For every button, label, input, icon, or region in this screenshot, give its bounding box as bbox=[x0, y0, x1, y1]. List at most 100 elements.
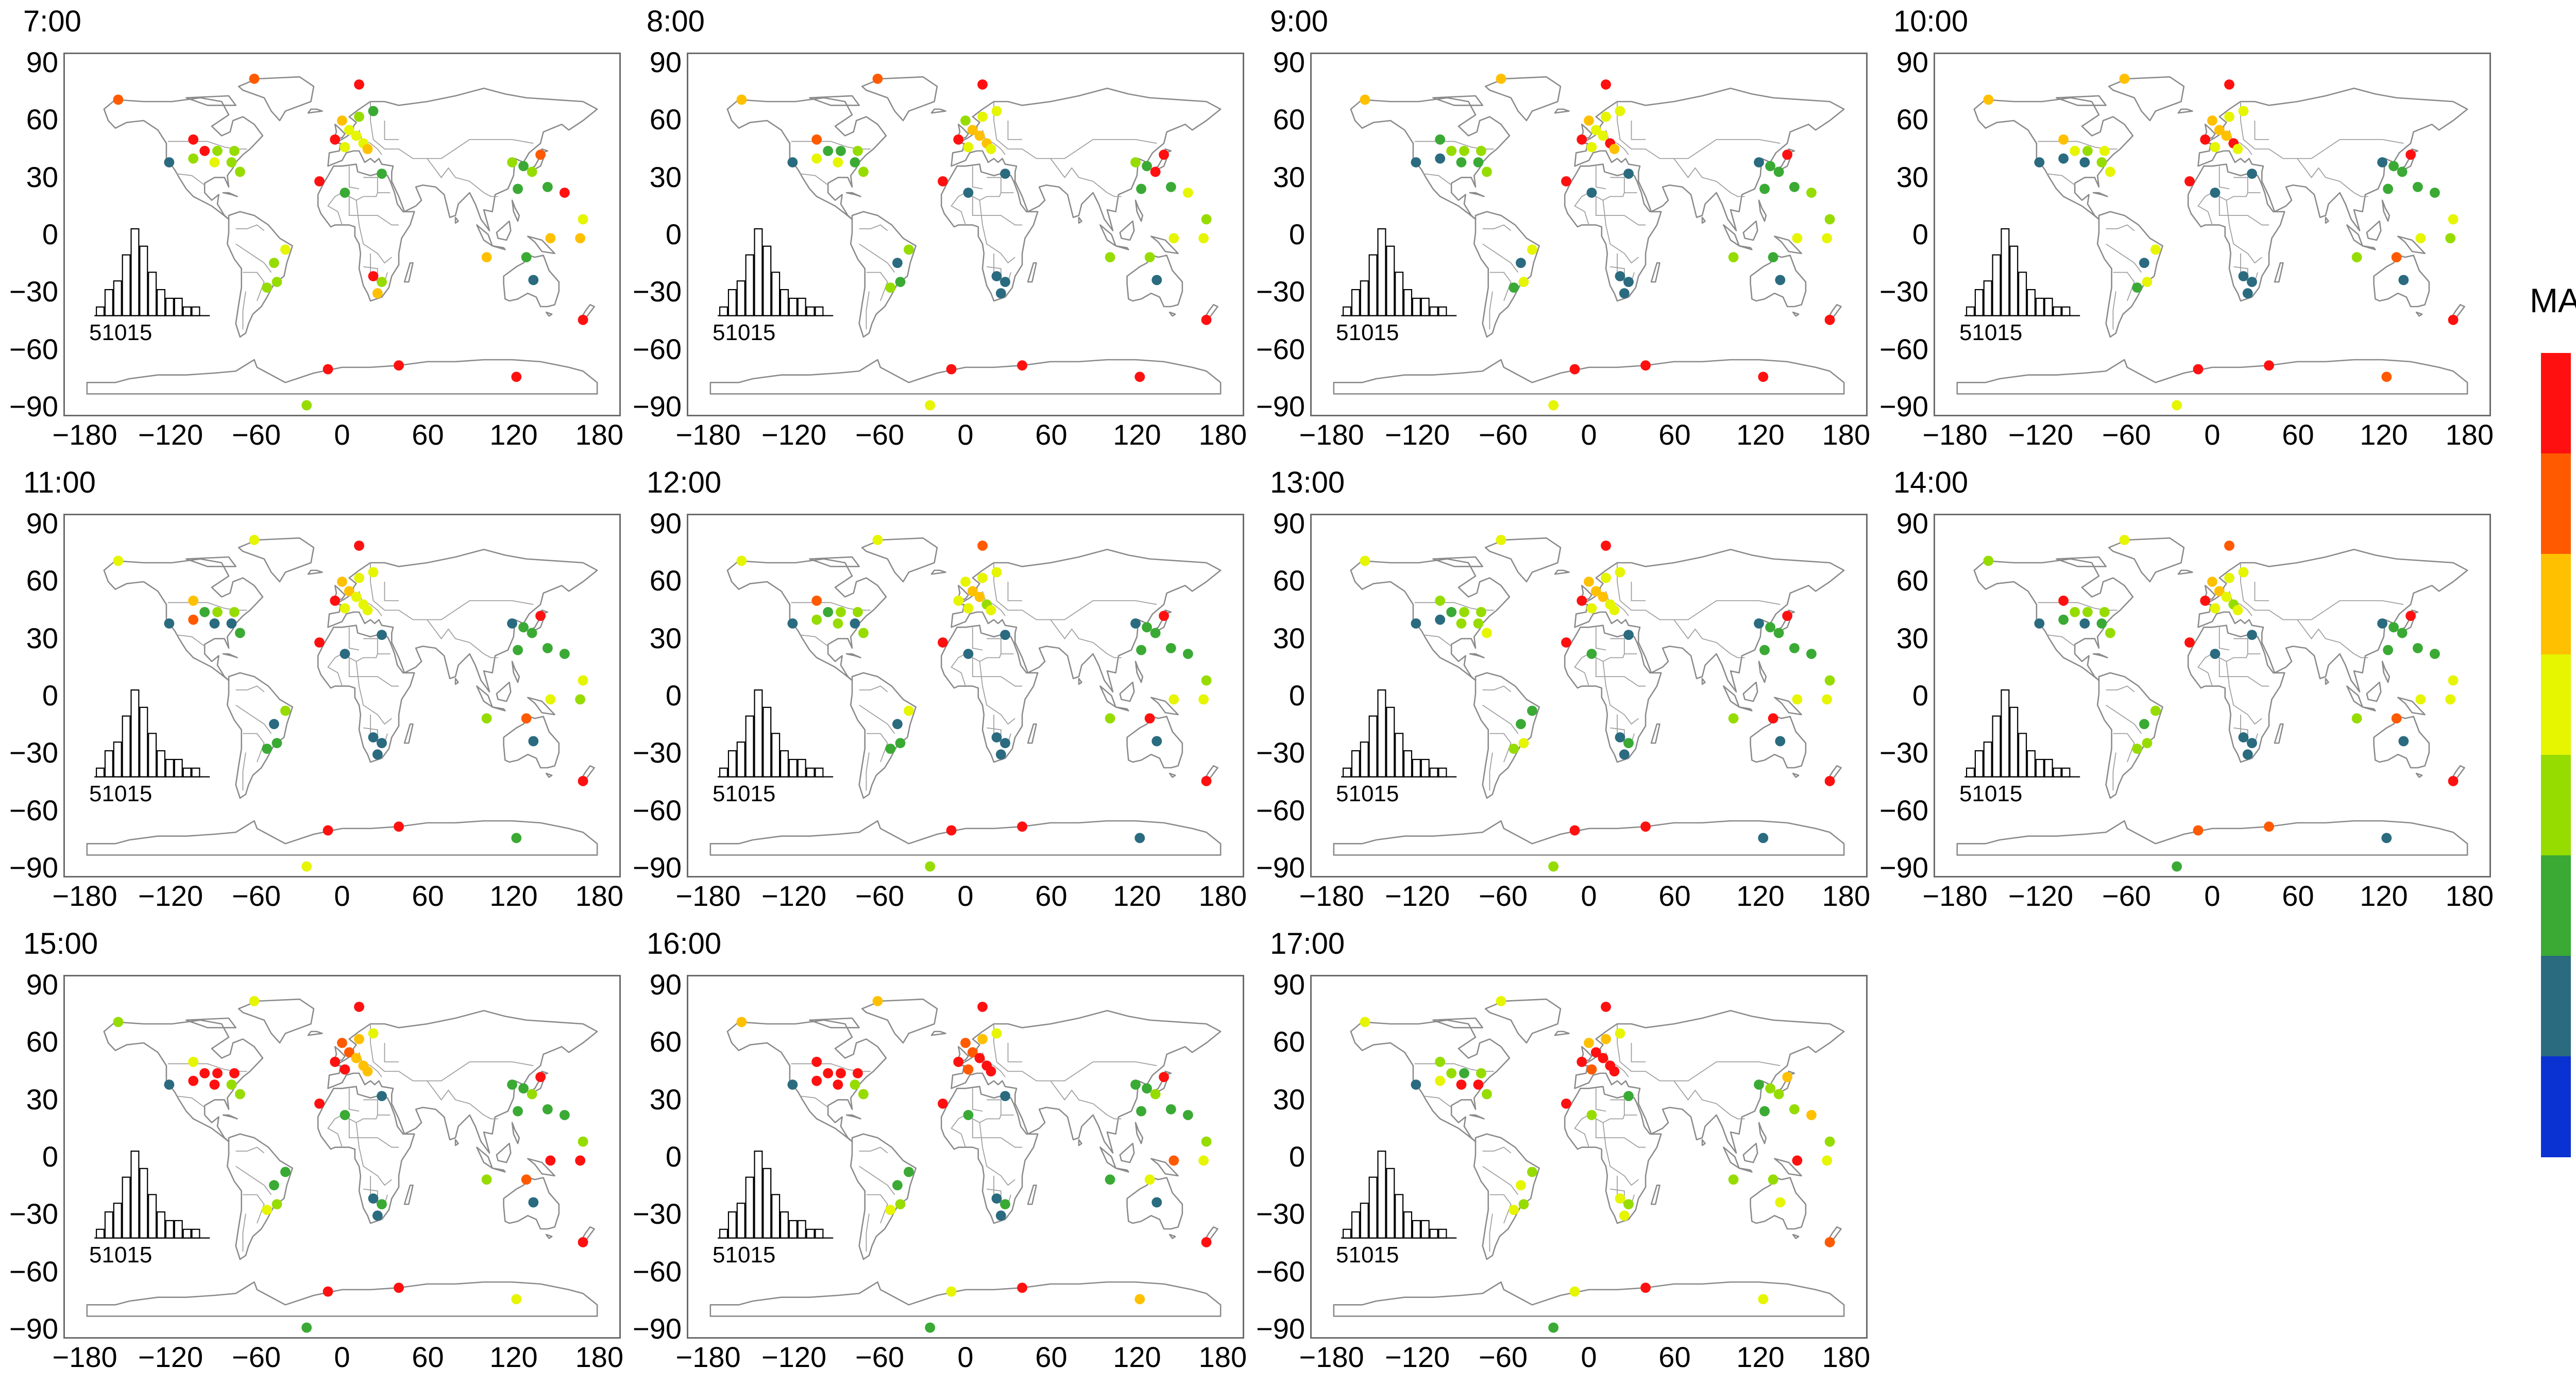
country-border bbox=[800, 173, 828, 185]
site-point bbox=[1459, 606, 1469, 617]
map-frame bbox=[63, 975, 621, 1339]
site-point bbox=[507, 1079, 517, 1090]
y-tick-label: 0 bbox=[1912, 218, 1928, 250]
country-border bbox=[972, 166, 983, 190]
country-border bbox=[951, 1114, 1014, 1147]
inset-axis-label: 51015 bbox=[1959, 320, 2023, 345]
y-tick-label: −90 bbox=[9, 390, 58, 423]
histogram-bar bbox=[2035, 297, 2044, 316]
site-point bbox=[2172, 400, 2182, 411]
coastline bbox=[956, 124, 969, 141]
site-point bbox=[234, 628, 245, 638]
coastline bbox=[103, 558, 264, 681]
site-point bbox=[995, 749, 1006, 760]
histogram-bar bbox=[779, 289, 789, 316]
x-tick-label: −120 bbox=[1384, 1341, 1450, 1373]
site-point bbox=[575, 694, 586, 705]
site-point bbox=[344, 1047, 354, 1058]
site-point bbox=[188, 614, 199, 625]
y-tick-label: −60 bbox=[1879, 332, 1928, 365]
site-point bbox=[1569, 364, 1580, 375]
site-point bbox=[1518, 1199, 1529, 1210]
site-point bbox=[481, 1174, 492, 1185]
country-border bbox=[987, 177, 1002, 193]
coastline bbox=[1792, 772, 1800, 778]
coastline bbox=[1115, 706, 1129, 712]
coastline bbox=[511, 1122, 520, 1144]
site-point bbox=[212, 1068, 223, 1078]
histogram-bar bbox=[797, 1220, 806, 1239]
y-tick-label: −60 bbox=[9, 794, 58, 826]
site-point bbox=[1806, 188, 1817, 198]
site-point bbox=[188, 1075, 199, 1086]
country-border bbox=[427, 1081, 484, 1116]
site-point bbox=[850, 1079, 860, 1090]
x-tick-label: 120 bbox=[489, 1341, 538, 1373]
site-point bbox=[1590, 125, 1601, 136]
coastline bbox=[1333, 1281, 1845, 1317]
coastline bbox=[2415, 772, 2423, 778]
coastline bbox=[850, 211, 917, 338]
x-tick-label: 120 bbox=[1736, 418, 1785, 451]
histogram-bar bbox=[156, 1211, 166, 1239]
y-tick-label: 90 bbox=[1273, 968, 1305, 1001]
world-map bbox=[1333, 995, 1845, 1333]
histogram-bar bbox=[771, 272, 781, 316]
country-border bbox=[2106, 704, 2142, 734]
x-tick-label: 0 bbox=[957, 880, 974, 912]
site-point bbox=[188, 595, 199, 606]
coastline bbox=[2366, 220, 2382, 241]
country-border bbox=[355, 661, 392, 725]
histogram-bar bbox=[191, 1228, 200, 1239]
country-border bbox=[243, 272, 265, 301]
histogram-bar bbox=[1992, 715, 2001, 778]
y-tick-label: 0 bbox=[1289, 1140, 1305, 1173]
site-point bbox=[1765, 1083, 1775, 1094]
y-tick-label: 30 bbox=[1273, 1083, 1305, 1116]
histogram-bar bbox=[130, 228, 140, 316]
x-tick-label: 0 bbox=[957, 418, 974, 451]
x-tick-label: 120 bbox=[1736, 1341, 1785, 1373]
country-border bbox=[2254, 120, 2269, 140]
site-point bbox=[188, 153, 199, 164]
country-border bbox=[1602, 661, 1639, 725]
x-tick-label: −120 bbox=[761, 1341, 827, 1373]
site-point bbox=[314, 637, 325, 648]
country-border bbox=[1482, 243, 1519, 273]
map-panel: 9:00 51015 90 60 30 0 −30 −60 −90 −180 −120 −60 0 60 1… bbox=[1247, 0, 1870, 461]
site-point bbox=[1782, 149, 1793, 160]
site-point bbox=[559, 649, 570, 659]
histogram-bar bbox=[113, 741, 122, 778]
x-tick-label: 0 bbox=[1581, 418, 1597, 451]
histogram-bar bbox=[1351, 750, 1360, 778]
x-tick-label: 60 bbox=[1035, 418, 1067, 451]
x-tick-label: −60 bbox=[2102, 880, 2151, 912]
histogram-bar bbox=[1992, 254, 2001, 316]
site-point bbox=[330, 1056, 341, 1067]
histogram-bar bbox=[788, 758, 798, 778]
coastline bbox=[403, 723, 414, 744]
site-point bbox=[1144, 713, 1155, 724]
site-point bbox=[1792, 233, 1803, 244]
site-point bbox=[1509, 744, 1519, 754]
histogram-bar bbox=[95, 767, 105, 778]
histogram-bar bbox=[148, 733, 157, 778]
y-tick-label: 60 bbox=[1896, 564, 1928, 597]
country-border bbox=[235, 704, 272, 734]
site-point bbox=[1130, 157, 1141, 167]
site-point bbox=[1476, 606, 1486, 617]
country-border bbox=[859, 1146, 888, 1154]
y-tick-label: −30 bbox=[1879, 736, 1928, 769]
coastline bbox=[86, 359, 598, 395]
site-point bbox=[1446, 145, 1457, 156]
site-point bbox=[977, 541, 988, 551]
country-border bbox=[800, 1095, 828, 1108]
histogram-bar bbox=[2026, 750, 2036, 778]
site-point bbox=[535, 611, 546, 621]
coastline bbox=[2096, 672, 2164, 799]
site-point bbox=[377, 168, 387, 179]
site-point bbox=[858, 1089, 869, 1100]
site-point bbox=[1151, 736, 1162, 747]
site-point bbox=[1518, 738, 1529, 749]
site-point bbox=[377, 630, 387, 640]
